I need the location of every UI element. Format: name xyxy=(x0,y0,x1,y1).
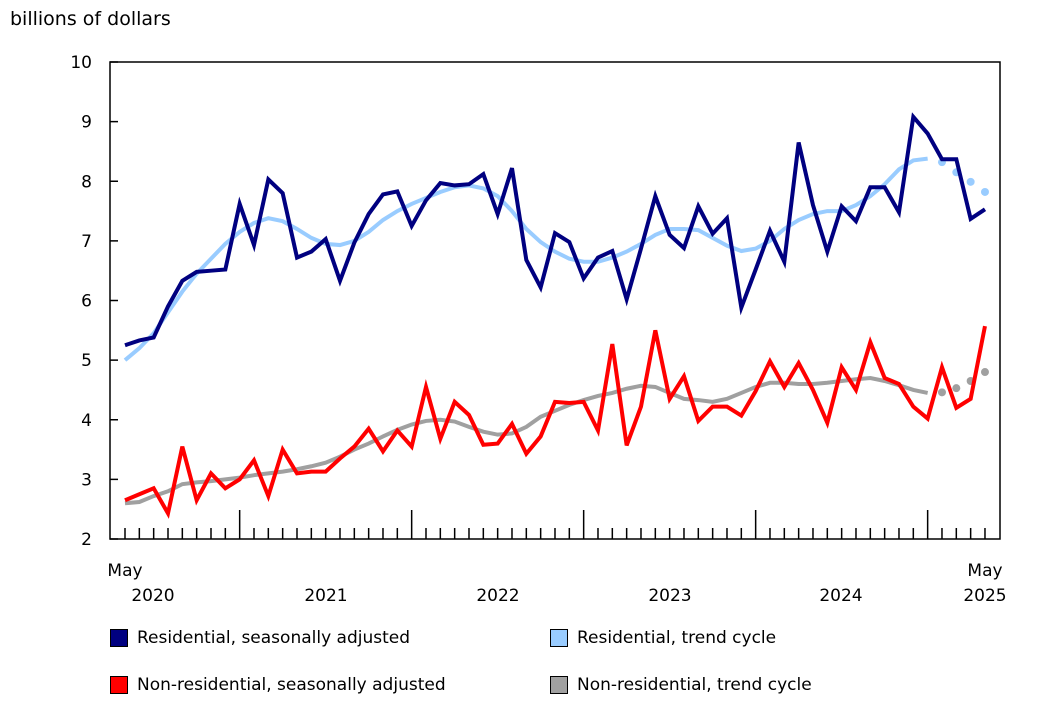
series-point-non-residential-trend-cycle xyxy=(937,388,946,397)
y-tick-label: 2 xyxy=(81,530,92,550)
legend-item-nonresidential-sa: Non-residential, seasonally adjusted xyxy=(110,675,446,695)
y-tick-label: 7 xyxy=(81,232,92,252)
series-line-residential-seasonally-adjusted xyxy=(124,112,987,348)
series-point-non-residential-trend-cycle xyxy=(980,368,989,377)
y-tick-label: 10 xyxy=(70,53,92,73)
legend-label: Residential, trend cycle xyxy=(577,628,777,648)
plot-frame xyxy=(109,61,1001,540)
y-axis-label: billions of dollars xyxy=(10,8,171,30)
y-tick-label: 9 xyxy=(81,113,92,133)
legend-swatch xyxy=(110,676,128,694)
legend-item-nonresidential-trend: Non-residential, trend cycle xyxy=(550,675,812,695)
series-line-non-residential-seasonally-adjusted xyxy=(124,325,987,519)
legend-label: Residential, seasonally adjusted xyxy=(137,628,411,648)
series-point-non-residential-trend-cycle xyxy=(952,384,961,393)
legend-swatch xyxy=(550,629,568,647)
legend-swatch xyxy=(550,676,568,694)
y-tick-label: 8 xyxy=(81,172,92,192)
y-tick-label: 3 xyxy=(81,470,92,490)
legend-label: Non-residential, seasonally adjusted xyxy=(137,675,446,695)
y-tick-label: 4 xyxy=(81,411,92,431)
x-label-start-year: 2020 xyxy=(131,586,174,606)
x-label-end-month: May xyxy=(967,561,1002,581)
series-point-residential-trend-cycle xyxy=(966,177,975,186)
series-line-non-residential-trend-cycle xyxy=(124,375,929,506)
x-label-year: 2024 xyxy=(819,586,862,606)
x-label-start-month: May xyxy=(107,561,142,581)
legend-item-residential-sa: Residential, seasonally adjusted xyxy=(110,628,410,648)
y-tick-label: 6 xyxy=(81,292,92,312)
y-tick-label: 5 xyxy=(81,351,92,371)
legend-swatch xyxy=(110,629,128,647)
x-label-year: 2021 xyxy=(304,586,347,606)
x-label-year: 2022 xyxy=(476,586,519,606)
x-label-end-year: 2025 xyxy=(963,586,1006,606)
legend-item-residential-trend: Residential, trend cycle xyxy=(550,628,776,648)
x-label-year: 2023 xyxy=(648,586,691,606)
series-point-residential-trend-cycle xyxy=(980,187,989,196)
legend-label: Non-residential, trend cycle xyxy=(577,675,812,695)
